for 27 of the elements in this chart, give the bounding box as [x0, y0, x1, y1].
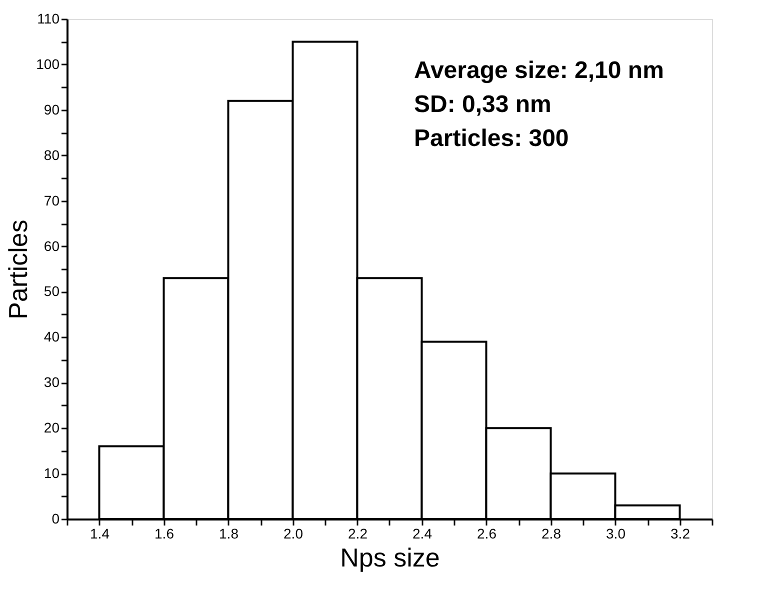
y-tick-label: 10: [44, 465, 60, 482]
x-tick-label: 1.4: [90, 526, 110, 542]
x-tick-label: 3.0: [606, 526, 626, 542]
y-tick-label: 80: [44, 146, 60, 163]
annotation: Average size: 2,10 nm: [414, 57, 664, 84]
annotation: SD: 0,33 nm: [414, 91, 552, 118]
y-tick-label: 20: [44, 420, 60, 436]
x-tick-label: 1.8: [219, 526, 239, 542]
y-tick-label: 70: [44, 192, 60, 208]
x-tick-label: 2.4: [412, 526, 432, 542]
y-tick-label: 30: [44, 374, 60, 390]
x-tick-label: 1.6: [154, 526, 174, 542]
x-tick-label: 2.6: [477, 526, 497, 542]
y-tick-label: 90: [44, 101, 60, 118]
x-tick-label: 2.0: [284, 526, 304, 542]
annotation: Particles: 300: [414, 125, 569, 152]
x-tick-label: 3.2: [670, 526, 690, 542]
x-tick-label: 2.8: [542, 526, 562, 542]
x-tick-label: 2.2: [348, 526, 368, 542]
y-tick-label: 50: [44, 283, 60, 300]
y-tick-label: 100: [36, 56, 60, 72]
x-axis-title: Nps size: [340, 542, 440, 572]
y-tick-label: 40: [44, 328, 60, 345]
y-axis-title: Particles: [3, 220, 34, 320]
y-tick-label: 110: [37, 10, 60, 26]
y-tick-label: 60: [44, 238, 60, 254]
y-tick-label: 0: [52, 510, 60, 526]
